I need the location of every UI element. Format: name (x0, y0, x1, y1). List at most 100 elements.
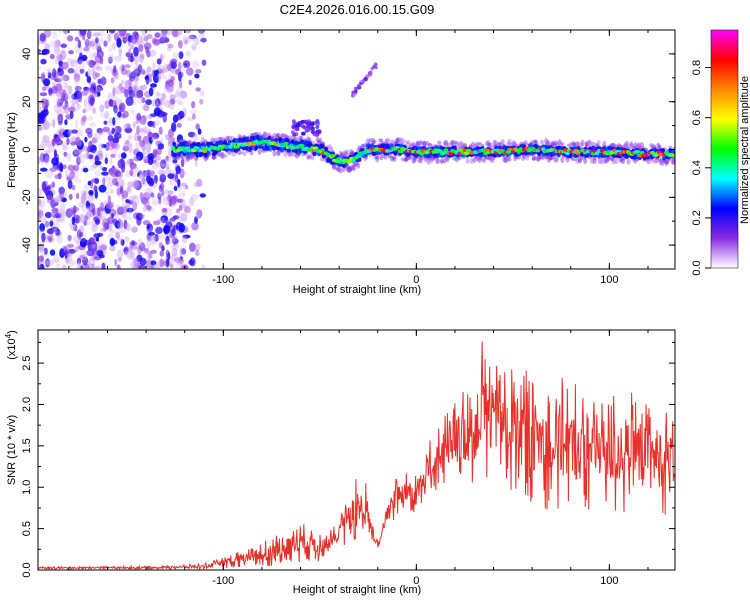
noise-speckle (129, 169, 134, 177)
noise-speckle (60, 209, 66, 217)
noise-speckle (142, 135, 150, 145)
track-halo (225, 135, 230, 140)
noise-speckle (94, 54, 103, 64)
noise-speckle (123, 123, 131, 130)
track-core (181, 146, 186, 151)
noise-speckle (38, 260, 42, 269)
track-halo (294, 127, 299, 132)
track-halo (665, 159, 670, 164)
noise-speckle (193, 181, 199, 188)
track-halo (472, 157, 477, 163)
noise-speckle (51, 210, 56, 217)
noise-speckle (84, 38, 90, 48)
track-halo (649, 143, 654, 147)
noise-speckle (107, 135, 114, 142)
noise-speckle (109, 99, 117, 108)
noise-speckle (45, 169, 54, 179)
noise-speckle (128, 78, 132, 89)
track-halo (622, 144, 627, 150)
noise-speckle (71, 184, 76, 191)
noise-speckle (112, 218, 118, 226)
noise-speckle (114, 258, 118, 267)
noise-speckle (177, 178, 181, 188)
spectrogram-xlabel: Height of straight line (km) (293, 284, 421, 296)
noise-speckle (147, 114, 153, 120)
track-halo (308, 126, 313, 131)
noise-speckle (150, 236, 155, 241)
colorbar-label: Normalized spectral amplitude (739, 76, 750, 224)
noise-speckle (49, 40, 57, 47)
track-halo (565, 156, 570, 163)
noise-speckle (83, 98, 88, 107)
track-halo (553, 140, 558, 147)
noise-speckle (97, 91, 101, 97)
track-halo (603, 157, 608, 164)
noise-speckle (47, 144, 55, 153)
noise-speckle (160, 234, 165, 239)
track-halo (242, 151, 247, 157)
noise-speckle (132, 194, 137, 199)
noise-speckle (150, 235, 156, 244)
track-halo (379, 154, 384, 161)
noise-speckle (160, 159, 167, 170)
track-halo (568, 142, 573, 148)
noise-speckle (43, 150, 51, 155)
noise-speckle (95, 87, 103, 92)
noise-speckle (76, 239, 81, 248)
noise-speckle (67, 248, 76, 254)
noise-speckle (125, 216, 133, 221)
noise-speckle (197, 128, 202, 135)
noise-speckle (181, 235, 188, 244)
track-halo (579, 142, 584, 147)
noise-speckle (152, 73, 159, 84)
noise-speckle (139, 257, 147, 266)
noise-speckle (191, 45, 198, 52)
track-band (182, 141, 187, 146)
noise-speckle (178, 40, 183, 49)
noise-speckle (153, 38, 161, 46)
noise-speckle (55, 263, 61, 269)
track-halo (419, 140, 424, 145)
noise-speckle (103, 120, 108, 125)
noise-speckle (42, 134, 47, 143)
track-band (255, 134, 260, 140)
track-band (568, 153, 573, 159)
track-halo (411, 158, 416, 164)
snr-marks (38, 341, 675, 570)
noise-speckle (56, 173, 61, 179)
track-halo (342, 149, 347, 157)
noise-speckle (111, 229, 116, 234)
noise-speckle (141, 176, 146, 185)
noise-speckle (182, 35, 187, 44)
track-halo (186, 155, 190, 162)
noise-speckle (140, 35, 144, 44)
track-halo (571, 142, 576, 146)
noise-speckle (105, 202, 113, 209)
track-halo (427, 143, 432, 147)
track-halo (180, 138, 185, 142)
noise-speckle (168, 190, 174, 196)
track-halo (640, 142, 644, 149)
track-halo (554, 141, 559, 146)
track-halo (390, 155, 394, 162)
noise-speckle (43, 247, 48, 255)
track-halo (392, 155, 397, 162)
noise-speckle (134, 180, 142, 191)
track-halo (580, 139, 585, 147)
noise-speckle (152, 220, 161, 226)
track-halo (316, 129, 321, 134)
noise-speckle (144, 171, 148, 177)
noise-speckle (132, 134, 137, 141)
noise-speckle (126, 123, 131, 133)
y-tick-label: -40 (21, 237, 33, 253)
track-halo (454, 141, 459, 148)
track-halo (301, 131, 306, 136)
noise-speckle (102, 210, 107, 219)
noise-speckle (98, 254, 105, 259)
streak-speckle (370, 66, 375, 71)
noise-speckle (85, 200, 91, 209)
noise-speckle (104, 153, 110, 158)
track-core (200, 145, 205, 150)
noise-speckle (136, 239, 143, 247)
noise-speckle (40, 167, 48, 172)
